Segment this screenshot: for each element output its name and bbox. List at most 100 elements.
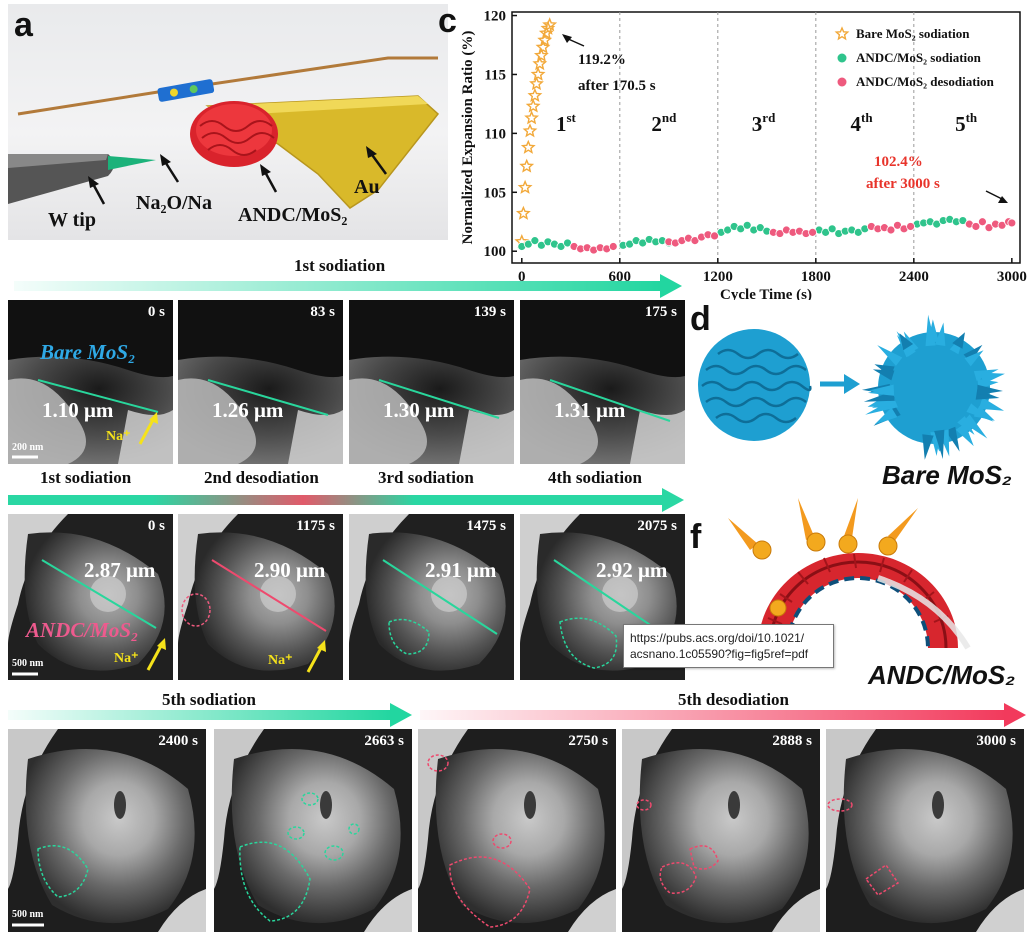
legend-marker-circle [837,53,847,63]
panel-letter-d: d [690,300,711,338]
tem-micrograph [12,923,44,927]
y-axis-title: Normalized Expansion Ratio (%) [460,31,476,245]
spiky-ball-core [878,332,990,444]
annotation-arrowhead [562,34,572,43]
data-point-star [532,55,548,71]
data-point-circle [808,227,817,237]
data-point-star [524,110,540,125]
tem-micrograph [12,638,166,676]
panel-letter-f: f [690,518,702,556]
label-andc-mos2: ANDC/MoS₂ [238,204,348,226]
data-point-circle [978,217,987,227]
tem-micrograph [418,729,616,932]
tem-micrograph [826,729,1024,932]
data-point-circle [827,224,837,234]
frame-time: 2888 s [772,733,812,749]
frame-time: 1175 s [296,518,335,534]
expansion-ratio-chart: 0 600 1200 1800 2400 3000100105110115120Cycle… [460,9,1027,300]
frame-time: 0 s [147,304,165,320]
data-point-star [533,47,549,62]
legend-label: Bare MoS₂ sodiation [856,26,970,41]
frame-measurement: 2.92 μm [596,558,668,582]
spiky-ball-flake [962,414,988,439]
spiky-ball-flake [964,350,984,367]
tem-micrograph [178,300,343,464]
x-tick-label: 2400 [899,269,929,285]
frame-time: 0 s [147,518,165,534]
tem-micrograph [214,729,412,932]
spiky-ball-flake [925,314,936,347]
tem-frame-b-2: 83 s 1.26 μm [178,300,343,464]
spiky-ball-flake [957,416,975,435]
frame-time: 2400 s [158,733,198,749]
spiky-ball-flake [945,426,960,452]
spiky-ball-flake [899,333,914,351]
label-au: Au [354,176,380,198]
frame-time: 175 s [644,304,677,320]
tem-micrograph [8,514,173,680]
tem-frame-g-4: 2888 s [622,729,820,932]
frame-measurement: 1.31 μm [554,398,626,422]
tem-frame-g-2: 2663 s [214,729,412,932]
annotation-arrowhead [998,196,1008,203]
data-point-circle [1007,218,1017,228]
annotation-andc-value: 102.4% [874,154,923,170]
url-tooltip-line-2: acsnano.1c05590?fig=fig5ref=pdf [630,647,809,661]
frame-measurement: 1.30 μm [383,398,455,422]
series-2 [569,217,1017,255]
data-point-circle [530,236,540,246]
spiky-ball-flake [934,429,945,459]
caption-bare-mos2: Bare MoS₂ [882,460,1012,490]
tem-micrograph [520,300,685,464]
data-point-circle [886,225,896,235]
tem-frame-e-1: 0 s 2.87 μm ANDC/MoS₂ Na⁺ 500 nm [8,514,173,680]
legend-marker-circle [837,77,847,87]
spiky-ball-flake [872,369,895,381]
frame-measurement: 2.87 μm [84,558,156,582]
spiky-ball-flake [980,372,1005,385]
na-ion-label: Na⁺ [268,653,293,668]
tem-frame-g-3: 2750 s [418,729,616,932]
data-point-star [535,39,551,54]
frame-time: 3000 s [976,733,1016,749]
arrow-label-fifth-sodiation: 5th sodiation [162,690,256,709]
y-tick-label: 105 [484,185,507,201]
x-tick-label: 1800 [801,269,831,285]
tem-micrograph [178,514,343,680]
data-point-star [530,66,546,81]
sample-label-andc: ANDC/MoS₂ [26,618,139,642]
data-point-circle [742,220,752,230]
data-point-star [517,179,533,194]
panel-letter-c: c [438,2,457,40]
frame-time: 2075 s [637,518,677,534]
arrow-label-first-sodiation: 1st sodiation [294,256,386,275]
frame-time: 1475 s [466,518,506,534]
tem-frame-g-1: 2400 s 500 nm [8,729,206,932]
data-point-circle [710,231,719,241]
cycle-label: 5th [955,110,978,136]
data-point-star [525,98,541,113]
data-point-circle [608,242,618,251]
data-point-star [542,17,558,32]
tem-micrograph [8,729,206,932]
scale-bar-label: 500 nm [12,658,44,669]
frame-time: 139 s [473,304,506,320]
stage-label-1: 1st sodiation [40,468,132,487]
x-axis-title: Cycle Time (s) [720,287,812,300]
spiky-ball-flake [978,397,1005,411]
series-1 [517,214,968,251]
caption-andc-mos2: ANDC/MoS₂ [868,660,1016,690]
legend-label: ANDC/MoS₂ desodiation [856,74,995,89]
stage-label-4: 4th sodiation [548,468,642,487]
stage-label-2: 2nd desodiation [204,468,319,487]
data-point-star [520,139,536,154]
cycle-label: 3rd [752,110,776,136]
x-tick-label: 1200 [703,269,733,285]
y-tick-label: 100 [484,244,507,260]
label-w-tip: W tip [48,209,96,231]
spiky-ball-flake [977,384,1003,396]
tem-micrograph [349,514,514,680]
arrow-label-fifth-desodiation: 5th desodiation [678,690,789,709]
data-point-star [522,123,538,138]
tem-frame-b-1: 0 s 1.10 μm Bare MoS₂ Na⁺ 200 nm [8,300,173,464]
